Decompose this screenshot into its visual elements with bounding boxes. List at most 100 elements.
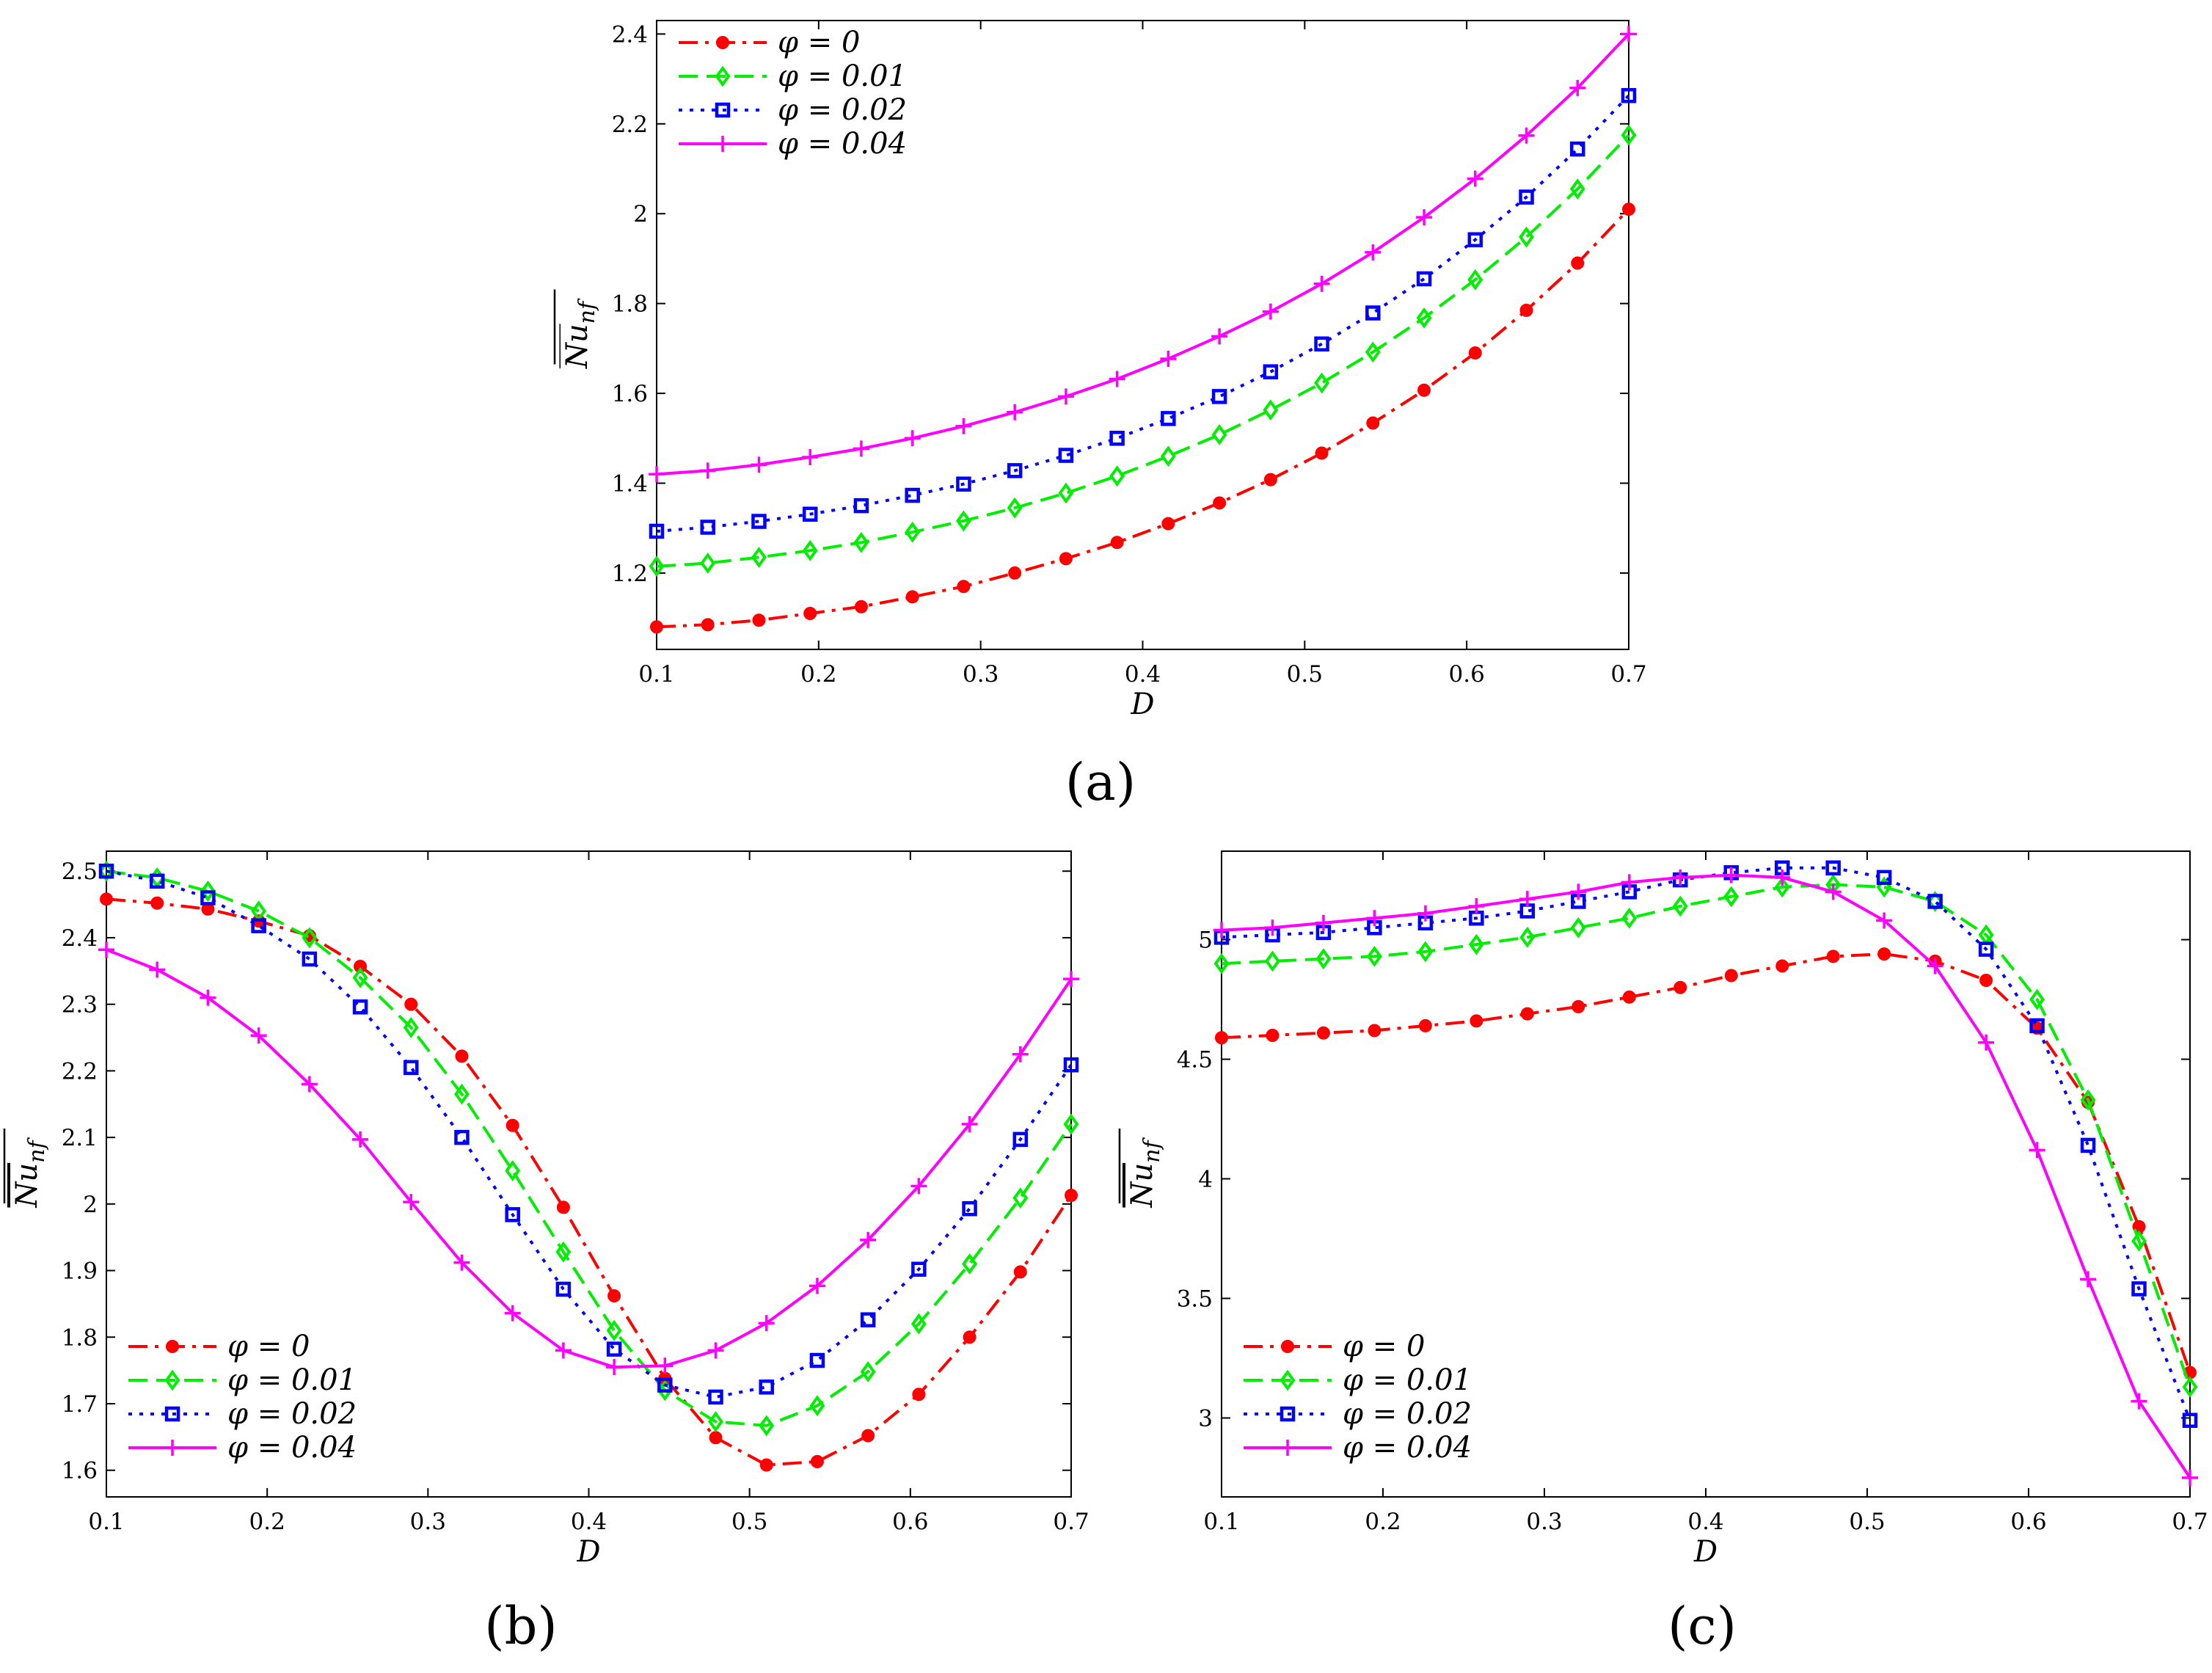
data-point (1416, 209, 1433, 226)
data-point (200, 989, 216, 1006)
x-tick-label: 0.1 (1203, 1509, 1239, 1535)
data-point (1519, 303, 1533, 317)
y-tick-label: 2.2 (62, 1058, 98, 1085)
legend-label: φ = 0.02 (778, 93, 907, 127)
data-point (957, 580, 971, 594)
data-point (751, 547, 767, 568)
data-point (1211, 328, 1228, 345)
x-tick-label: 0.2 (1365, 1509, 1401, 1535)
data-point (962, 1200, 977, 1217)
data-point (1059, 552, 1073, 566)
data-point (1007, 404, 1023, 420)
data-point (657, 1379, 673, 1402)
data-point (1978, 1034, 1995, 1051)
data-point (803, 607, 817, 621)
legend-marker (1280, 1406, 1296, 1422)
data-point (301, 1076, 318, 1093)
data-point (1519, 189, 1534, 205)
data-point (810, 1454, 824, 1468)
data-point (1109, 431, 1125, 446)
data-point (1013, 1265, 1027, 1279)
y-tick-label: 1.6 (612, 381, 648, 407)
data-point (200, 890, 216, 905)
data-point (453, 1254, 470, 1271)
data-point (701, 618, 715, 632)
y-tick-label: 1.2 (612, 561, 648, 587)
data-point (1315, 948, 1332, 970)
data-point (1007, 463, 1023, 478)
data-point (1215, 1031, 1228, 1045)
data-point (1927, 894, 1943, 909)
x-tick-label: 0.5 (1287, 661, 1323, 688)
data-point (1621, 124, 1637, 146)
y-tick-label: 1.9 (62, 1258, 98, 1285)
data-point (1467, 170, 1483, 187)
data-point (1978, 941, 1994, 957)
data-point (1161, 411, 1176, 426)
y-tick-label: 2.4 (612, 21, 648, 48)
data-point (454, 1083, 470, 1105)
data-point (1057, 388, 1074, 405)
data-point (1416, 271, 1432, 287)
data-point (1979, 974, 1993, 987)
x-tick-label: 0.6 (892, 1509, 928, 1535)
data-point (1213, 496, 1227, 510)
data-point (1518, 127, 1535, 144)
x-tick-label: 0.4 (571, 1509, 607, 1535)
data-point (1007, 497, 1023, 519)
legend-marker (1280, 1440, 1296, 1456)
series-line (656, 94, 1630, 533)
data-point (1366, 910, 1383, 927)
series-b-3 (98, 941, 1079, 1376)
data-point (853, 440, 869, 457)
series-line (106, 948, 1073, 1369)
data-point (708, 1389, 723, 1405)
data-point (352, 966, 368, 988)
data-point (1570, 141, 1585, 157)
data-point (1417, 905, 1434, 922)
legend-label: φ = 0 (1343, 1330, 1425, 1363)
series-b-2 (98, 863, 1079, 1405)
data-point (2182, 1469, 2198, 1486)
legend: φ = 0φ = 0.01φ = 0.02φ = 0.04 (128, 1330, 357, 1465)
data-point (403, 1194, 420, 1211)
data-point (1826, 950, 1840, 963)
data-point (1365, 244, 1381, 260)
data-point (961, 1115, 978, 1132)
y-axis-label-sub: nf (1139, 1137, 1165, 1163)
data-point (1263, 399, 1279, 421)
y-tick-label: 2.2 (612, 112, 648, 138)
legend-label: φ = 0 (227, 1330, 310, 1363)
chart-panel-a: 0.1 0.2 0.3 0.4 0.5 0.6 0.7 1.2 1.4 1.6 1.8 2 2.2 2.4… (553, 20, 1647, 721)
data-point (1467, 232, 1483, 247)
data-point (1109, 371, 1125, 387)
data-point (751, 456, 767, 473)
x-tick-label: 0.4 (1125, 661, 1161, 688)
data-point (854, 599, 868, 613)
data-point (1876, 870, 1892, 886)
x-tick-label: 0.7 (1053, 1509, 1089, 1535)
data-point (1366, 946, 1382, 967)
data-point (1315, 914, 1332, 931)
data-point (1263, 364, 1279, 379)
data-point (1467, 269, 1483, 291)
y-tick-label: 3.5 (1177, 1286, 1213, 1312)
y-tick-label: 2 (83, 1192, 98, 1218)
data-point (504, 1305, 521, 1322)
data-point (1519, 226, 1534, 248)
data-point (1519, 926, 1536, 948)
data-point (1468, 897, 1485, 914)
y-tick-label: 1.4 (612, 471, 648, 497)
series-line (656, 134, 1630, 568)
y-axis-label-sub: nf (574, 298, 600, 324)
data-point (404, 1060, 419, 1076)
data-point (860, 1361, 876, 1382)
data-point (1012, 1131, 1029, 1148)
data-point (2080, 1137, 2096, 1153)
data-point (1825, 860, 1841, 876)
data-point (1314, 372, 1330, 394)
data-point (910, 1313, 927, 1335)
data-point (1571, 256, 1585, 270)
x-tick-label: 0.5 (1849, 1509, 1885, 1535)
data-point (1468, 933, 1484, 955)
